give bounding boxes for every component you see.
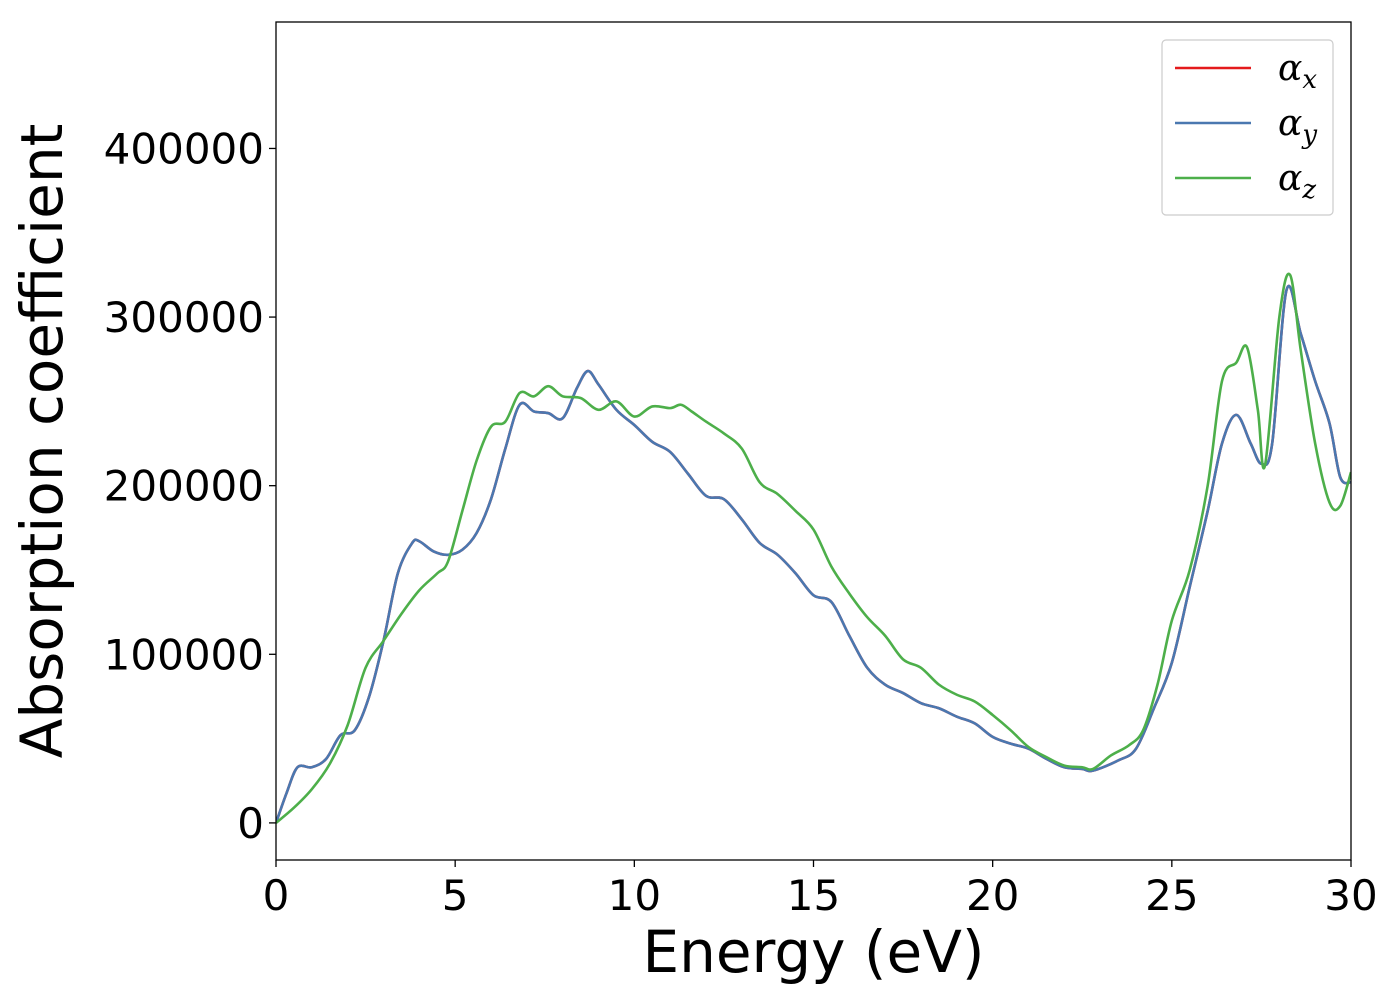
x-tick-label: 10	[608, 871, 661, 920]
legend-label-x: αx	[1278, 48, 1317, 95]
y-tick-label: 200000	[104, 462, 264, 511]
legend-subscript: x	[1302, 65, 1317, 95]
x-axis: 0 5 10 15 20 25 30	[263, 860, 1378, 920]
legend-subscript: z	[1301, 175, 1316, 205]
legend-label-y: αy	[1278, 103, 1317, 150]
legend-symbol: α	[1278, 103, 1302, 144]
series-line-z	[276, 272, 1351, 824]
legend-box	[1161, 39, 1334, 216]
y-tick-label: 0	[237, 799, 264, 848]
y-tick-label: 400000	[104, 124, 264, 173]
x-tick-label: 0	[263, 871, 290, 920]
legend-subscript: y	[1301, 120, 1317, 150]
x-tick-label: 15	[787, 871, 840, 920]
series-layer	[276, 272, 1351, 824]
y-tick-label: 100000	[104, 630, 264, 679]
y-axis-title: Absorption coefficient	[8, 124, 76, 759]
y-tick-label: 300000	[104, 293, 264, 342]
y-axis: 0 100000 200000 300000 400000	[104, 124, 276, 848]
x-tick-label: 5	[442, 871, 469, 920]
series-line-y	[276, 284, 1351, 824]
legend-label-z: αz	[1278, 158, 1316, 205]
legend-symbol: α	[1278, 158, 1302, 199]
x-axis-title: Energy (eV)	[642, 918, 984, 986]
x-tick-label: 20	[966, 871, 1019, 920]
x-tick-label: 25	[1145, 871, 1198, 920]
legend-symbol: α	[1278, 48, 1302, 89]
x-tick-label: 30	[1324, 871, 1377, 920]
